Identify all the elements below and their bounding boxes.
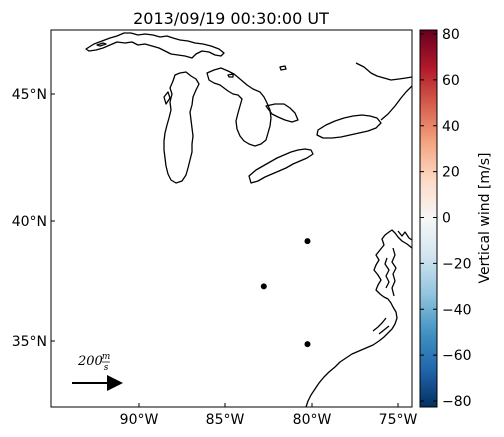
st-lawrence-islands <box>227 65 287 78</box>
colorbar-tick-label: 0 <box>442 211 451 227</box>
lon-tick-label: 90°W <box>120 412 159 428</box>
colorbar-tick-label: 20 <box>442 165 460 181</box>
colorbar-gradient <box>419 29 438 408</box>
quiver-key: 200 m s <box>72 352 123 391</box>
colorbar-tick-label: −60 <box>442 348 472 364</box>
quiver-key-unit-numerator: m <box>102 352 111 362</box>
colorbar-tick-label: 40 <box>442 119 460 135</box>
quiver-key-unit-denominator: s <box>104 363 109 373</box>
chesapeake-bay <box>384 247 397 297</box>
lat-tick-label: 35°N <box>12 334 47 350</box>
map-title: 2013/09/19 00:30:00 UT <box>133 9 329 28</box>
station-marker <box>260 283 267 290</box>
isle-royale <box>96 42 107 47</box>
coastlines <box>85 32 412 407</box>
pamlico-sound <box>372 317 390 335</box>
quiver-key-value: 200 <box>77 354 103 369</box>
green-bay <box>163 91 171 105</box>
lake-superior-shoreline <box>85 32 225 59</box>
lon-axis: 90°W 85°W 80°W 75°W <box>120 403 418 428</box>
lake-erie-shoreline <box>248 148 314 184</box>
lon-tick-label: 85°W <box>206 412 245 428</box>
colorbar-tick-label: 80 <box>442 27 460 43</box>
colorbar: 80 60 40 20 0 −20 −40 −60 −80 Vertical wind [m/s… <box>419 27 493 410</box>
lat-axis: 45°N 40°N 35°N <box>12 87 55 350</box>
lat-tick-label: 40°N <box>12 214 47 230</box>
colorbar-tick-label: −20 <box>442 256 472 272</box>
colorbar-tick-label: −80 <box>442 394 472 410</box>
delaware-bay <box>397 230 412 241</box>
lon-tick-label: 75°W <box>379 412 418 428</box>
map-frame <box>50 29 413 408</box>
lat-tick-label: 45°N <box>12 87 47 103</box>
lake-ontario-shoreline <box>316 114 382 139</box>
lon-tick-label: 80°W <box>293 412 332 428</box>
colorbar-tick-label: −40 <box>442 302 472 318</box>
colorbar-label: Vertical wind [m/s] <box>477 153 493 284</box>
st-lawrence-river <box>355 62 412 121</box>
station-marker <box>304 238 311 245</box>
lake-huron-shoreline <box>206 67 272 147</box>
colorbar-ticks: 80 60 40 20 0 −20 −40 −60 −80 <box>420 27 472 410</box>
map-panel: 200 m s <box>50 29 413 408</box>
station-marker <box>304 341 311 348</box>
atlantic-coastline <box>305 229 412 407</box>
georgian-bay <box>265 103 299 123</box>
station-markers <box>260 238 311 348</box>
lake-michigan-shoreline <box>163 71 200 184</box>
colorbar-tick-label: 60 <box>442 73 460 89</box>
